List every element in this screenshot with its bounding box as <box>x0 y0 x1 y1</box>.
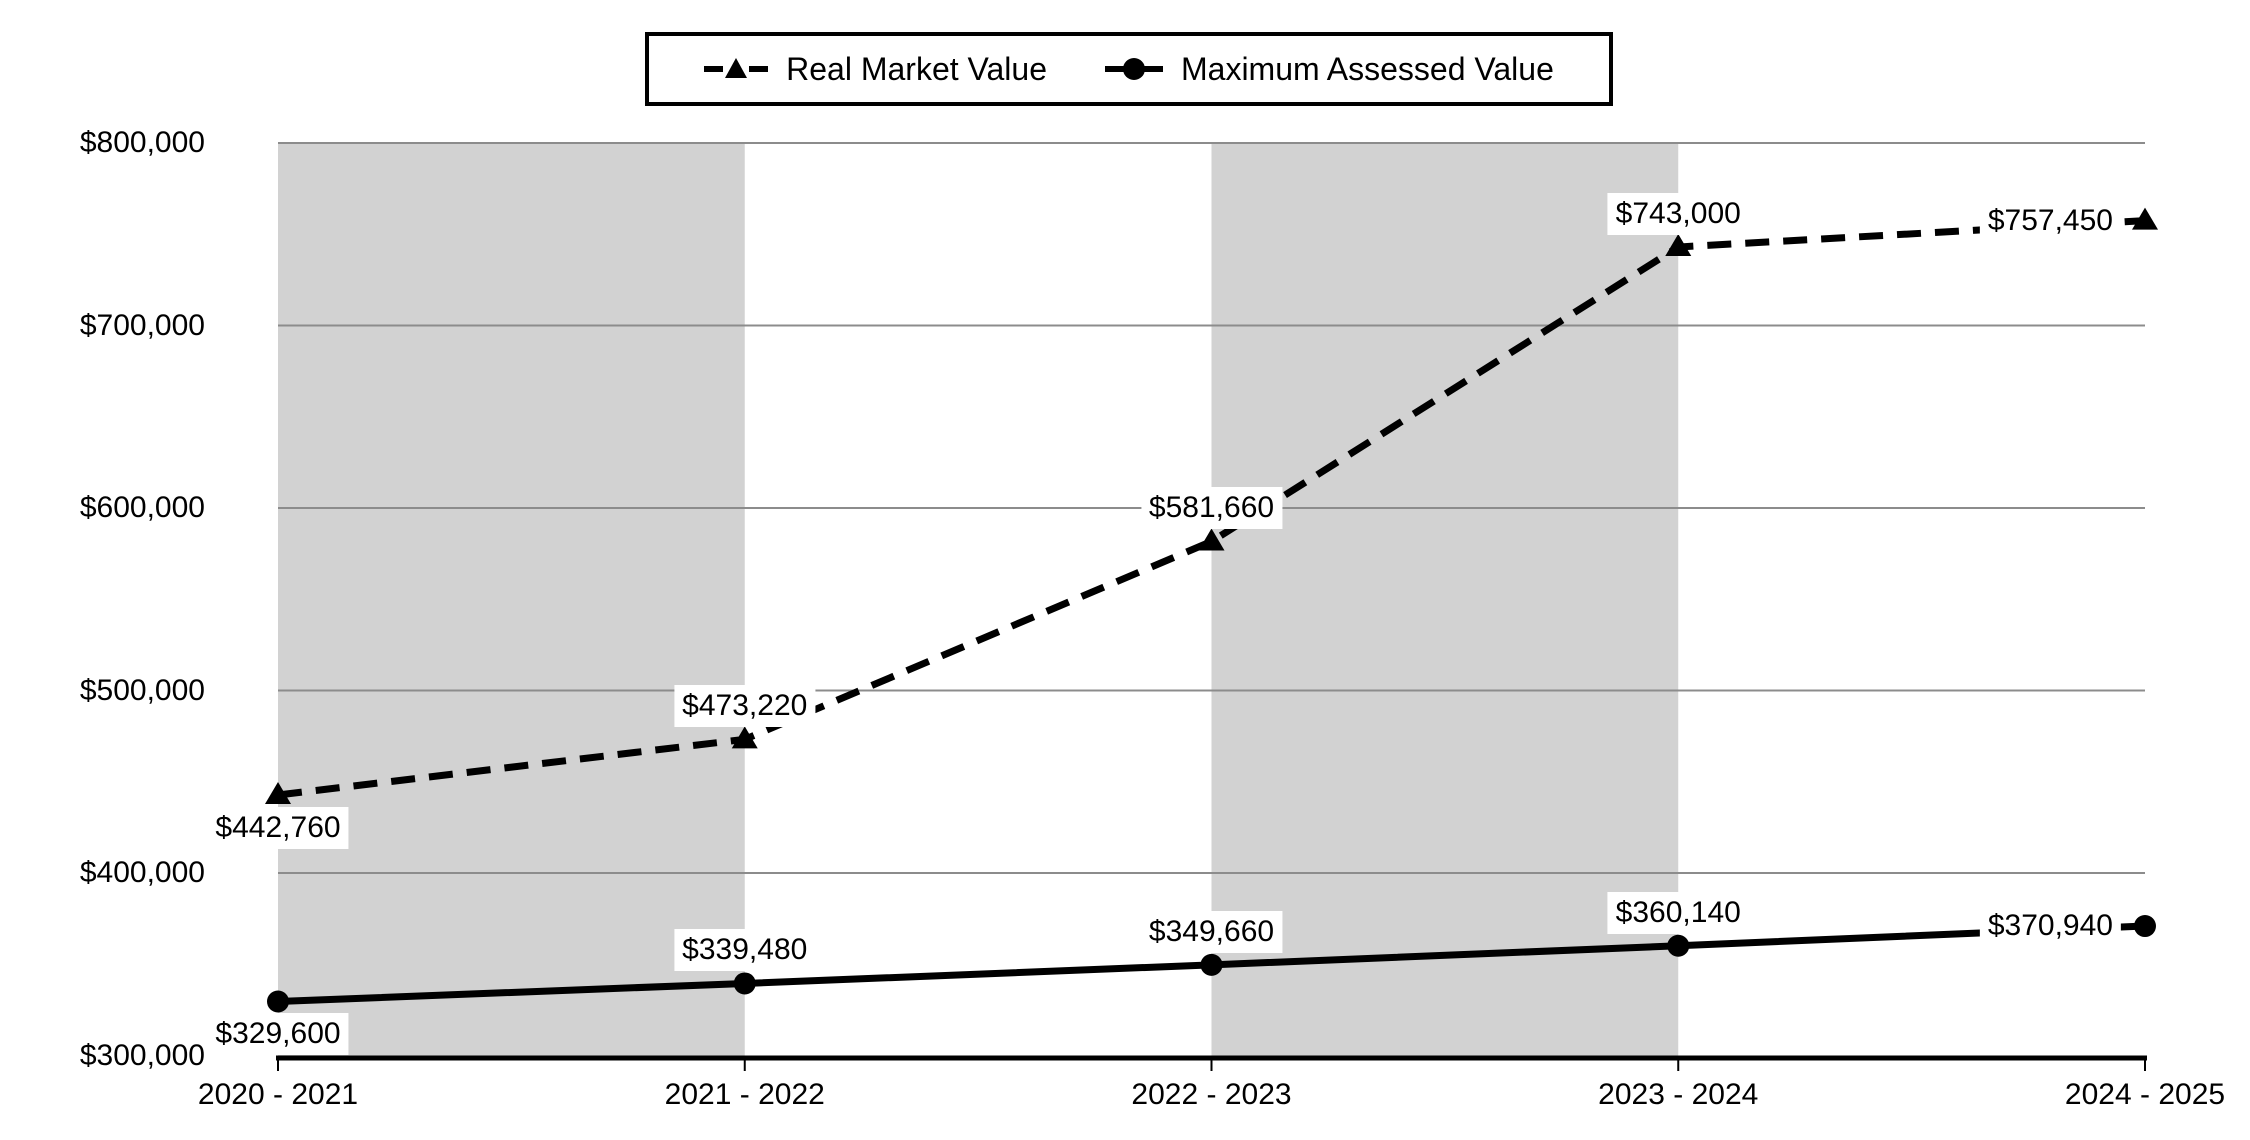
data-label-series-1: $339,480 <box>674 929 816 972</box>
data-label-series-0: $442,760 <box>207 806 349 849</box>
x-tick-label: 2024 - 2025 <box>2064 1078 2226 1111</box>
shaded-band <box>1211 143 1679 1058</box>
circle-marker <box>1200 953 1223 976</box>
data-label-series-1: $349,660 <box>1140 910 1283 953</box>
circle-marker <box>267 990 289 1013</box>
data-label-series-0: $743,000 <box>1607 193 1749 236</box>
x-tick-label: 2021 - 2022 <box>664 1078 825 1111</box>
circle-marker <box>733 972 756 995</box>
data-label-series-1: $360,140 <box>1607 891 1749 934</box>
triangle-marker <box>1198 528 1225 551</box>
legend-item-real-market-value: Real Market Value <box>704 51 1047 88</box>
y-tick-label: $400,000 <box>79 856 205 889</box>
y-tick-label: $800,000 <box>79 126 205 159</box>
legend-item-maximum-assessed-value: Maximum Assessed Value <box>1104 50 1554 88</box>
data-label-series-1: $370,940 <box>1979 905 2121 948</box>
data-label-series-1: $329,600 <box>207 1013 349 1056</box>
series-line-0 <box>277 217 2146 799</box>
triangle-marker <box>265 781 291 804</box>
x-tick-label: 2023 - 2024 <box>1598 1078 1759 1111</box>
data-label-series-0: $757,450 <box>1979 199 2121 242</box>
chart-legend: Real Market Value Maximum Assessed Value <box>645 32 1613 106</box>
data-label-series-0: $581,660 <box>1140 487 1283 530</box>
y-tick-label: $600,000 <box>79 491 205 524</box>
triangle-marker <box>2132 207 2158 230</box>
y-tick-label: $300,000 <box>79 1038 205 1072</box>
y-tick-label: $700,000 <box>79 308 205 342</box>
triangle-marker <box>1665 234 1692 257</box>
x-tick-label: 2022 - 2023 <box>1131 1078 1292 1111</box>
legend-label-maximum-assessed-value: Maximum Assessed Value <box>1180 50 1554 87</box>
data-label-series-0: $473,220 <box>674 685 816 728</box>
legend-label-real-market-value: Real Market Value <box>786 50 1047 87</box>
circle-marker <box>1667 934 1690 957</box>
shaded-band <box>278 143 745 1058</box>
dashed-line-triangle-marker-icon <box>704 58 769 78</box>
triangle-marker <box>731 726 758 749</box>
x-tick-label: 2020 - 2021 <box>197 1078 359 1111</box>
circle-marker <box>2134 915 2156 938</box>
solid-line-circle-marker-icon <box>1104 58 1163 80</box>
y-tick-label: $500,000 <box>79 673 205 707</box>
